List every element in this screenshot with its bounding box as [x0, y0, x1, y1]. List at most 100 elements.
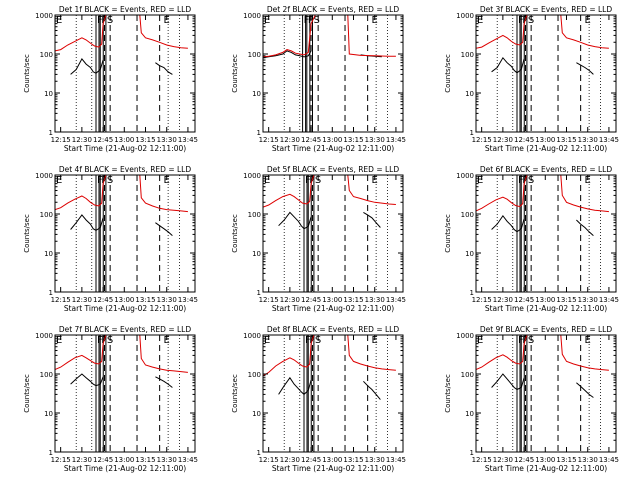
events-series-line-2	[155, 62, 173, 75]
y-tick-label: 100	[461, 51, 474, 59]
x-tick-label: 13:15	[343, 296, 363, 304]
x-tick-label: 13:30	[578, 296, 598, 304]
x-tick-label: 13:30	[365, 136, 385, 144]
x-tick-label: 13:15	[556, 136, 576, 144]
y-tick-label: 1	[49, 289, 53, 297]
x-tick-label: 13:00	[114, 296, 134, 304]
x-axis-label: Start Time (21-Aug-02 12:11:00)	[485, 304, 607, 313]
chart-title: Det 5f BLACK = Events, RED = LLD	[267, 165, 400, 174]
eclipse-marker-label: E	[584, 175, 590, 186]
x-tick-label: 13:30	[157, 296, 177, 304]
saa-marker-label: S	[528, 335, 534, 346]
eclipse-marker-label: E	[371, 15, 377, 26]
y-tick-label: 10	[44, 90, 53, 98]
x-axis-label: Start Time (21-Aug-02 12:11:00)	[272, 304, 394, 313]
x-tick-label: 12:15	[259, 136, 279, 144]
y-tick-label: 100	[40, 211, 53, 219]
x-tick-label: 12:30	[72, 136, 92, 144]
x-tick-label: 13:15	[135, 296, 155, 304]
eclipse-marker-label: E	[584, 335, 590, 346]
lld-series-line-3	[263, 175, 396, 208]
eclipse-marker-label: E	[264, 15, 270, 26]
x-tick-label: 12:45	[93, 136, 113, 144]
y-tick-label: 1000	[35, 332, 53, 340]
x-tick-label: 12:15	[472, 296, 492, 304]
eclipse-marker-label: E	[264, 335, 270, 346]
x-tick-label: 13:45	[599, 136, 619, 144]
x-tick-label: 13:45	[178, 296, 198, 304]
x-tick-label: 12:15	[259, 296, 279, 304]
y-axis-label: Counts/sec	[23, 374, 31, 413]
x-tick-label: 13:15	[343, 136, 363, 144]
chart-panel-4: FFSEE110100100012:1512:3012:4513:0013:15…	[23, 165, 198, 313]
events-series-line-1	[263, 50, 312, 59]
y-tick-label: 1	[257, 129, 261, 137]
y-tick-label: 1000	[35, 172, 53, 180]
eclipse-marker-label: E	[56, 335, 62, 346]
plot-frame	[475, 334, 617, 453]
y-tick-label: 100	[461, 371, 474, 379]
flare-marker-label: F	[308, 15, 314, 26]
events-series-line-1	[491, 373, 525, 391]
x-tick-label: 12:30	[72, 456, 92, 464]
x-tick-label: 13:30	[365, 456, 385, 464]
chart-title: Det 8f BLACK = Events, RED = LLD	[267, 325, 400, 334]
chart-panel-8: FFSEE110100100012:1512:3012:4513:0013:15…	[231, 325, 406, 473]
x-tick-label: 12:30	[493, 456, 513, 464]
x-axis-label: Start Time (21-Aug-02 12:11:00)	[485, 464, 607, 473]
chart-title: Det 2f BLACK = Events, RED = LLD	[267, 5, 400, 14]
eclipse-marker-label: E	[163, 175, 169, 186]
y-axis-label: Counts/sec	[23, 54, 31, 93]
x-axis-label: Start Time (21-Aug-02 12:11:00)	[64, 144, 186, 153]
x-tick-label: 12:15	[472, 136, 492, 144]
events-series-line-2	[576, 382, 594, 398]
x-tick-label: 13:00	[322, 456, 342, 464]
saa-marker-label: S	[313, 15, 319, 26]
events-series-line-2	[576, 219, 594, 236]
lld-series-line-3	[55, 335, 188, 373]
chart-title: Det 7f BLACK = Events, RED = LLD	[59, 325, 192, 334]
lld-series-line-3	[55, 15, 188, 52]
y-tick-label: 100	[248, 371, 261, 379]
x-tick-label: 13:00	[535, 296, 555, 304]
x-tick-label: 13:30	[365, 296, 385, 304]
x-tick-label: 13:15	[135, 136, 155, 144]
chart-panel-2: FFSEE110100100012:1512:3012:4513:0013:15…	[231, 5, 406, 153]
x-tick-label: 12:45	[301, 136, 321, 144]
eclipse-marker-label: E	[371, 335, 377, 346]
saa-marker-label: S	[315, 335, 321, 346]
y-tick-label: 10	[44, 250, 53, 258]
y-axis-label: Counts/sec	[231, 214, 239, 253]
saa-marker-label: S	[528, 15, 534, 26]
y-axis-label: Counts/sec	[444, 374, 452, 413]
x-axis-label: Start Time (21-Aug-02 12:11:00)	[485, 144, 607, 153]
x-tick-label: 12:45	[301, 296, 321, 304]
x-tick-label: 12:15	[51, 136, 71, 144]
y-tick-label: 10	[465, 90, 474, 98]
x-tick-label: 13:45	[386, 296, 406, 304]
chart-title: Det 1f BLACK = Events, RED = LLD	[59, 5, 192, 14]
y-tick-label: 10	[44, 410, 53, 418]
plot-frame	[475, 174, 617, 293]
eclipse-marker-label: E	[56, 175, 62, 186]
lld-series-line-3	[476, 15, 609, 49]
events-series-line-1	[70, 58, 104, 75]
y-tick-label: 1000	[456, 332, 474, 340]
x-tick-label: 13:30	[578, 136, 598, 144]
chart-title: Det 9f BLACK = Events, RED = LLD	[480, 325, 613, 334]
x-axis-label: Start Time (21-Aug-02 12:11:00)	[272, 144, 394, 153]
saa-marker-label: S	[107, 335, 113, 346]
y-tick-label: 10	[252, 90, 261, 98]
y-tick-label: 1	[49, 129, 53, 137]
y-tick-label: 1	[470, 129, 474, 137]
y-tick-label: 100	[461, 211, 474, 219]
y-tick-label: 100	[248, 211, 261, 219]
events-series-line-2	[363, 211, 381, 228]
x-tick-label: 13:00	[535, 456, 555, 464]
x-tick-label: 12:45	[93, 456, 113, 464]
events-series-line-1	[491, 56, 525, 74]
saa-marker-label: S	[528, 175, 534, 186]
x-tick-label: 12:45	[301, 456, 321, 464]
chart-title: Det 6f BLACK = Events, RED = LLD	[480, 165, 613, 174]
